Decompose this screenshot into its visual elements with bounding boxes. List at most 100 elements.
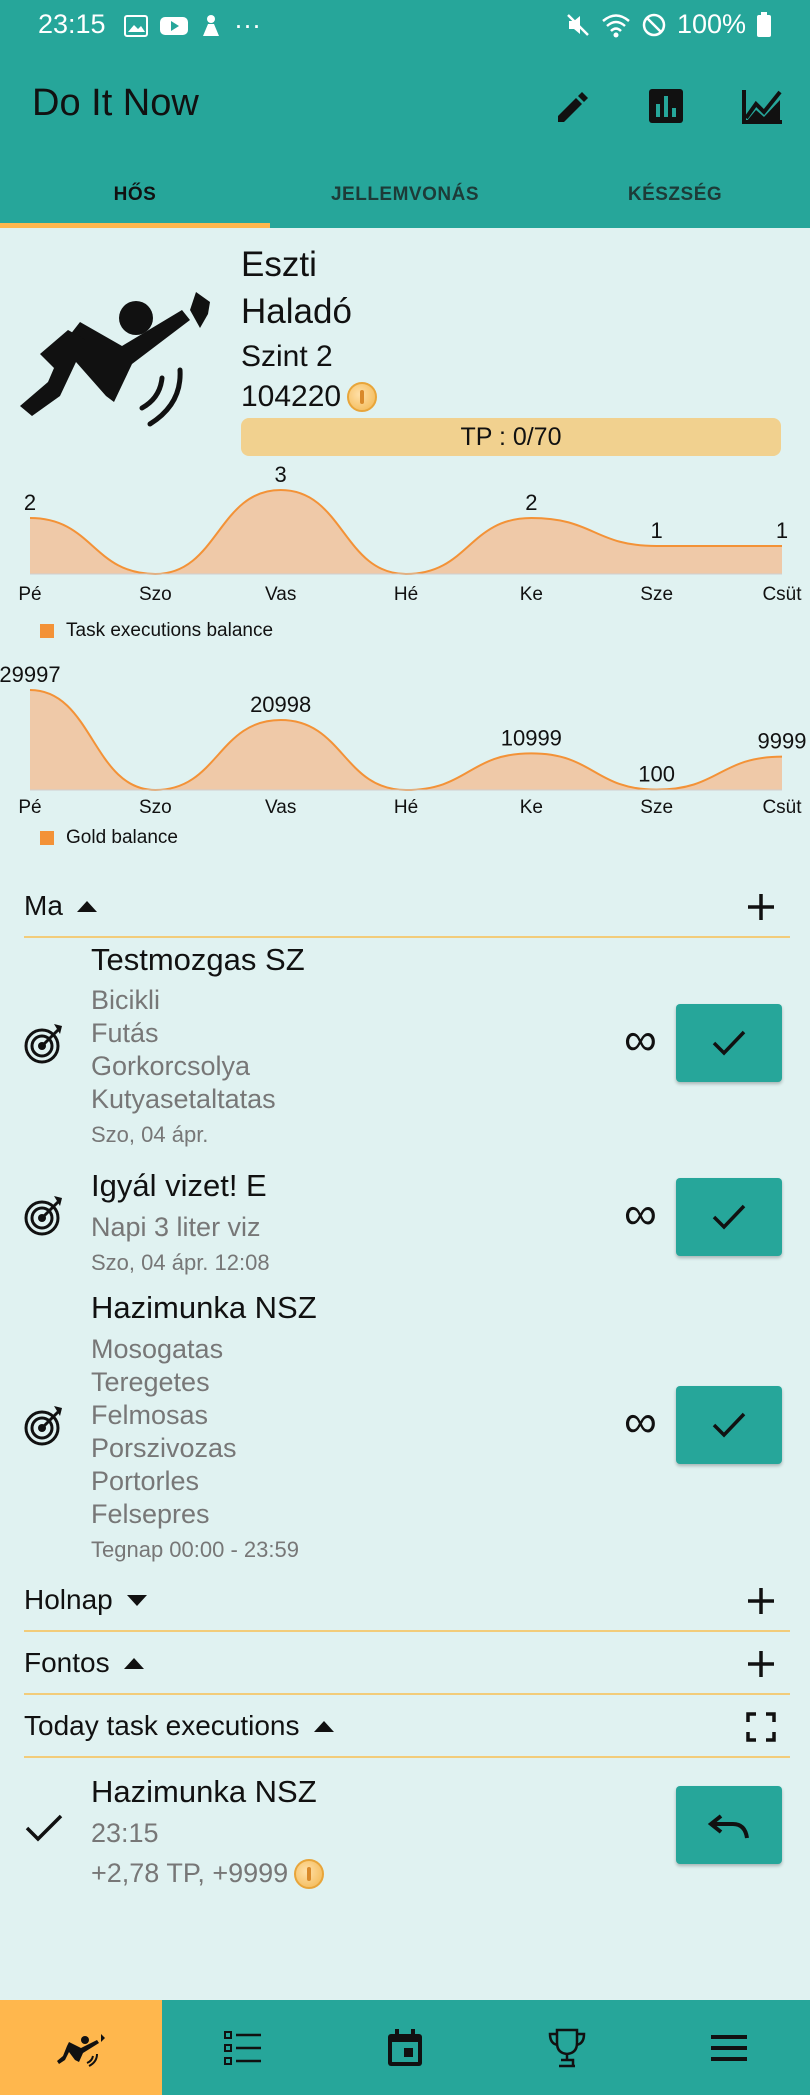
executions-section-header[interactable]: Today task executions	[24, 1696, 790, 1758]
chart-data-label: 9999	[758, 729, 807, 754]
chart-data-label: 29997	[0, 662, 61, 687]
chart-data-label: 2	[24, 490, 36, 515]
task-subitem: Mosogatas	[91, 1334, 224, 1364]
task-title: Igyál vizet! E	[91, 1168, 267, 1203]
task-item[interactable]: Igyál vizet! E Napi 3 liter viz Szo, 04 …	[0, 1162, 810, 1275]
hero-card: Eszti Haladó Szint 2 104220 TP : 0/70	[0, 228, 810, 468]
add-task-button[interactable]	[744, 1584, 778, 1618]
undo-execution-button[interactable]	[676, 1786, 782, 1864]
hero-avatar-icon	[20, 292, 210, 427]
today-section-header[interactable]: Ma	[24, 876, 790, 938]
gold-coin-icon	[347, 382, 378, 412]
do-not-disturb-icon	[642, 13, 666, 36]
list-icon	[224, 2030, 261, 2065]
tab-hero[interactable]: HŐS	[113, 184, 157, 205]
task-executions-chart: 2 Pé Szo 3 Vas Hé 2 Ke 1 Sze 1 Csüt Task executions…	[0, 460, 810, 645]
execution-reward-text: +2,78 TP, +9999	[91, 1858, 289, 1888]
execution-time: 23:15	[91, 1818, 159, 1848]
chart-tick-label: Hé	[394, 584, 418, 605]
app-title: Do It Now	[32, 82, 199, 124]
status-notification-icons: ···	[124, 10, 261, 41]
target-icon	[24, 1196, 62, 1236]
chart-area-fill	[30, 690, 782, 790]
task-subitem: Porszivozas	[91, 1433, 237, 1463]
hero-rank: Haladó	[241, 292, 352, 331]
task-date: Szo, 04 ápr.	[91, 1122, 209, 1147]
chart-tick-label: Ke	[520, 797, 543, 817]
execution-item[interactable]: Hazimunka NSZ 23:15 +2,78 TP, +9999	[0, 1770, 810, 1900]
chart-tick-label: Csüt	[762, 797, 802, 817]
chart-tick-label: Sze	[640, 797, 673, 817]
tab-skills[interactable]: KÉSZSÉG	[627, 184, 723, 205]
repeat-infinite-icon: ∞	[624, 1013, 657, 1065]
gold-balance-chart-plot: 29997 Pé Szo 20998 Vas Hé 10999 Ke 100 Sze 9999 Csü…	[0, 662, 807, 818]
fullscreen-button[interactable]	[744, 1710, 778, 1744]
chart-tick-label: Szo	[139, 584, 172, 605]
app-bar: Do It Now	[0, 50, 810, 162]
gold-balance-legend: Gold balance	[40, 827, 178, 849]
task-item[interactable]: Hazimunka NSZ Mosogatas Teregetes Felmos…	[0, 1284, 810, 1564]
hero-level: Szint 2	[241, 340, 333, 373]
line-chart-icon	[742, 90, 782, 124]
legend-label: Gold balance	[66, 827, 178, 848]
bottom-navigation	[0, 2000, 810, 2095]
execution-reward: +2,78 TP, +9999	[91, 1858, 325, 1889]
trophy-icon	[548, 2028, 586, 2067]
tab-traits[interactable]: JELLEMVONÁS	[330, 184, 480, 205]
add-task-button[interactable]	[744, 1647, 778, 1681]
important-section-label: Fontos	[24, 1647, 110, 1678]
tp-progress-label: TP : 0/70	[460, 422, 562, 451]
tomorrow-section-header[interactable]: Holnap	[24, 1570, 790, 1632]
chart-tick-label: Vas	[265, 797, 296, 817]
tomorrow-section-label: Holnap	[24, 1584, 113, 1615]
repeat-infinite-icon: ∞	[624, 1395, 657, 1447]
gallery-icon	[124, 14, 148, 37]
complete-task-button[interactable]	[676, 1178, 782, 1256]
complete-task-button[interactable]	[676, 1386, 782, 1464]
task-subitem: Futás	[91, 1018, 159, 1048]
tp-progress-bar: TP : 0/70	[241, 418, 781, 456]
legend-swatch	[40, 624, 54, 638]
app-notification-icon	[203, 14, 219, 36]
task-subitem: Felmosas	[91, 1400, 209, 1430]
gold-balance-chart: 29997 Pé Szo 20998 Vas Hé 10999 Ke 100 Sze 9999 Csü…	[0, 662, 810, 852]
task-title: Testmozgas SZ	[91, 942, 305, 977]
nav-tasks[interactable]	[162, 2000, 324, 2095]
check-icon	[712, 1030, 746, 1056]
important-section-header[interactable]: Fontos	[24, 1633, 790, 1695]
repeat-infinite-icon: ∞	[624, 1187, 657, 1239]
bar-chart-icon	[649, 89, 683, 123]
nav-calendar[interactable]	[324, 2000, 486, 2095]
progress-chart-button[interactable]	[734, 78, 790, 134]
nav-hero[interactable]	[0, 2000, 162, 2095]
nav-menu[interactable]	[648, 2000, 810, 2095]
tab-bar: HŐS JELLEMVONÁS KÉSZSÉG	[0, 162, 810, 228]
chart-data-label: 2	[525, 490, 537, 515]
target-icon	[24, 1024, 62, 1064]
collapse-caret-icon	[313, 1720, 334, 1732]
status-time: 23:15	[38, 9, 106, 39]
edit-button[interactable]	[544, 78, 600, 134]
collapse-caret-icon	[76, 900, 97, 912]
collapse-caret-icon	[123, 1657, 144, 1669]
battery-percent: 100%	[676, 9, 746, 39]
pencil-icon	[558, 92, 588, 122]
task-subitem: Bicikli	[91, 985, 161, 1015]
calendar-icon	[388, 2028, 422, 2066]
task-executions-chart-plot: 2 Pé Szo 3 Vas Hé 2 Ke 1 Sze 1 Csüt	[18, 462, 802, 605]
chart-data-label: 1	[776, 518, 788, 543]
task-title: Hazimunka NSZ	[91, 1290, 317, 1325]
chart-tick-label: Pé	[18, 797, 41, 817]
hero-icon	[57, 2033, 105, 2067]
legend-swatch	[40, 831, 54, 845]
done-check-icon	[25, 1814, 63, 1842]
task-subitem: Felsepres	[91, 1499, 210, 1529]
statistics-button[interactable]	[638, 78, 694, 134]
complete-task-button[interactable]	[676, 1004, 782, 1082]
nav-achievements[interactable]	[486, 2000, 648, 2095]
task-item[interactable]: Testmozgas SZ Bicikli Futás Gorkorcsolya…	[0, 940, 810, 1160]
add-task-button[interactable]	[744, 890, 778, 924]
expand-caret-icon	[126, 1594, 147, 1606]
active-tab-indicator	[0, 223, 270, 228]
youtube-icon	[160, 16, 188, 35]
